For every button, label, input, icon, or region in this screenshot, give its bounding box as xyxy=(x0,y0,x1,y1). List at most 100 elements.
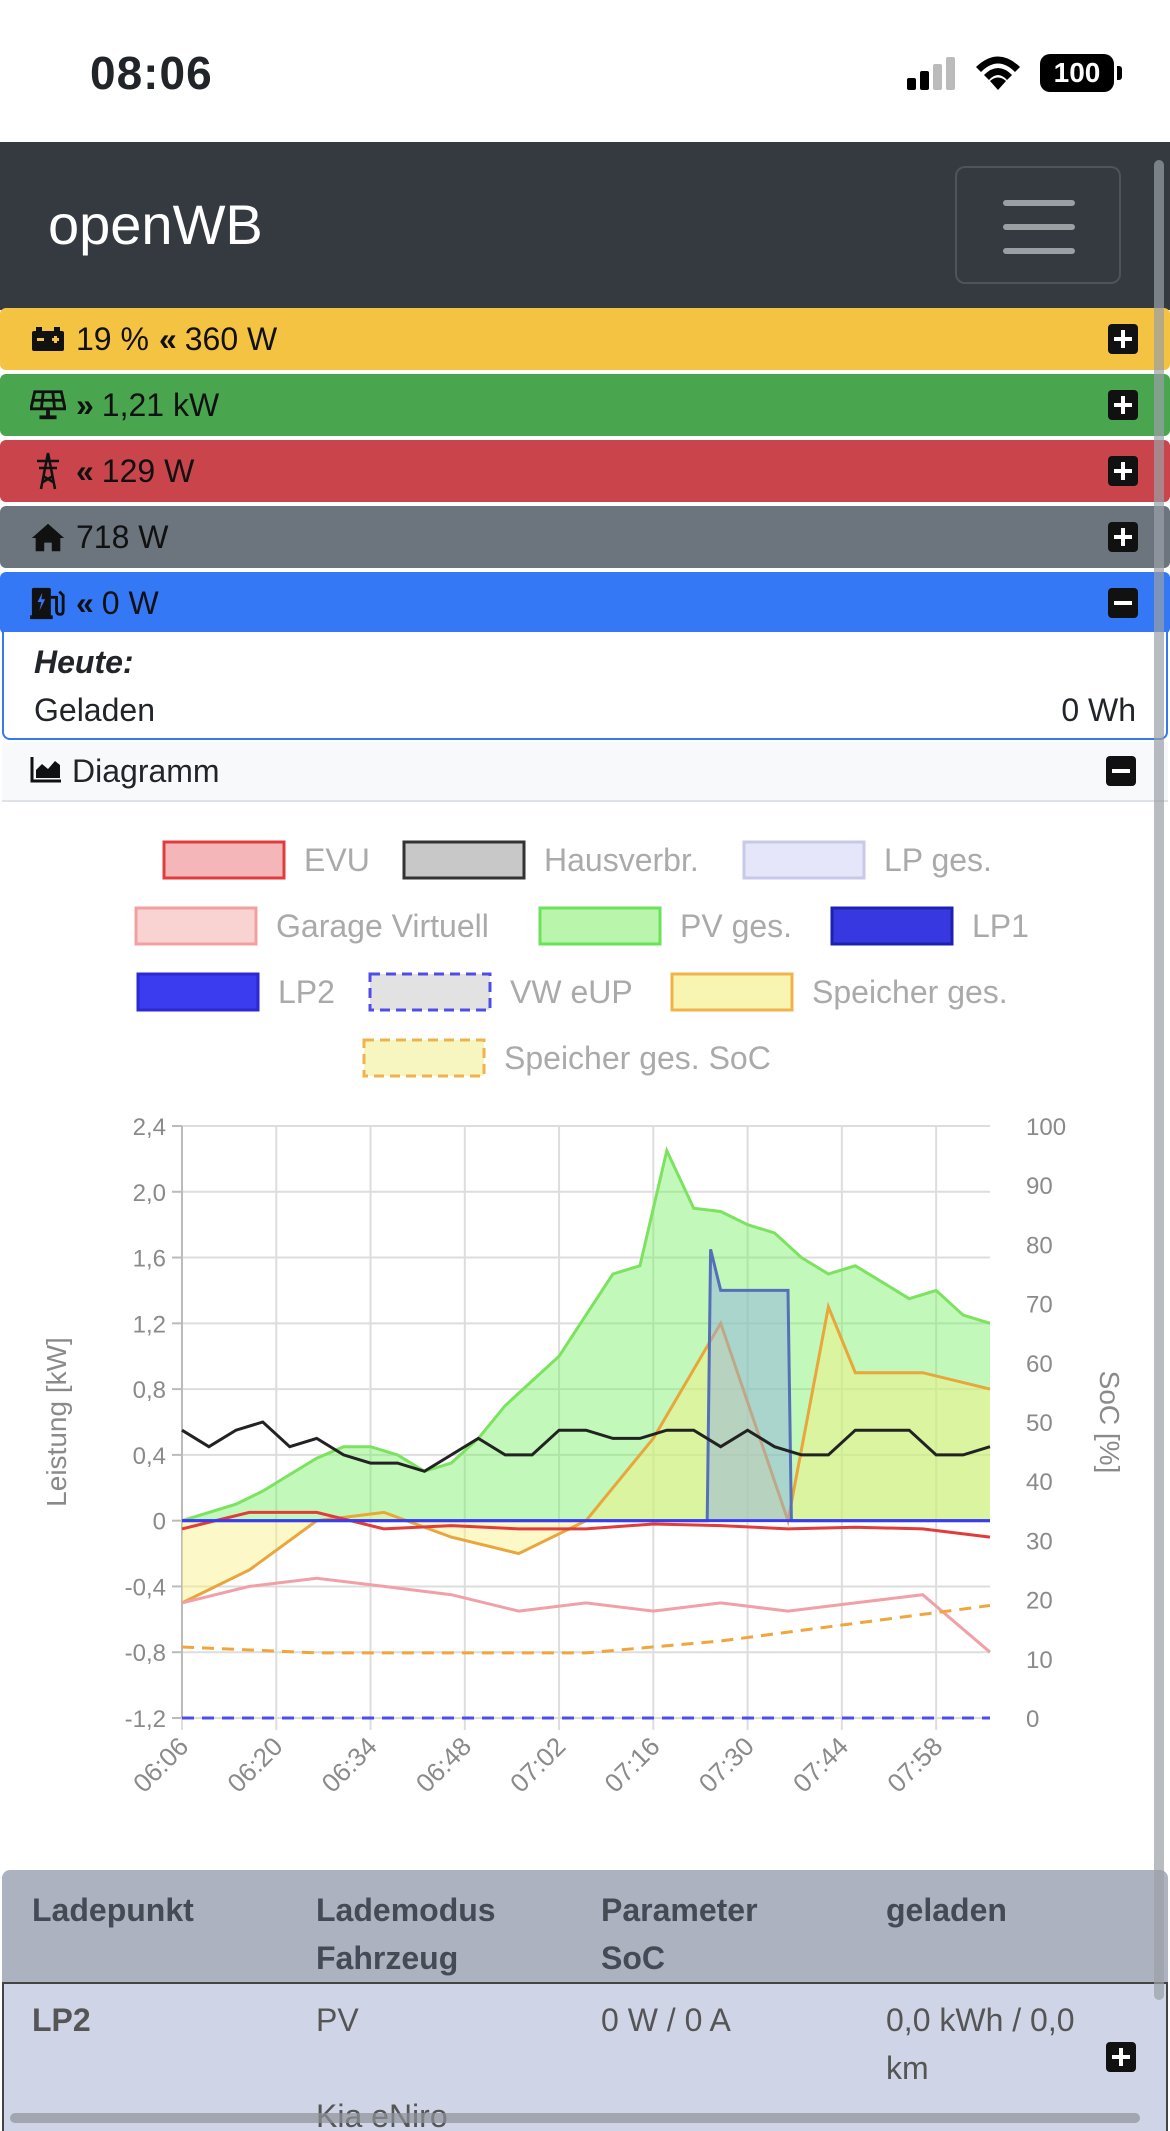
diagram-header[interactable]: Diagramm xyxy=(2,742,1168,802)
legend-label: Speicher ges. xyxy=(812,974,1008,1010)
hamburger-line xyxy=(1003,224,1075,230)
legend-swatch xyxy=(162,840,286,880)
legend-label: PV ges. xyxy=(680,908,792,944)
navbar: openWB xyxy=(0,142,1170,310)
y-tick-label: -1,2 xyxy=(125,1706,166,1733)
legend-label: EVU xyxy=(304,842,370,878)
legend-swatch xyxy=(368,972,492,1012)
today-panel: Heute: Geladen 0 Wh xyxy=(2,632,1168,740)
angles-left-icon: « xyxy=(76,452,94,489)
collapse-minus-icon[interactable] xyxy=(1108,588,1138,618)
expand-plus-icon[interactable] xyxy=(1106,2042,1136,2072)
y2-tick-label: 100 xyxy=(1026,1114,1066,1141)
home-icon xyxy=(30,519,66,555)
chart-area-icon xyxy=(30,755,62,788)
hamburger-icon xyxy=(1003,200,1075,206)
legend-label: VW eUP xyxy=(510,974,633,1010)
series-line xyxy=(181,1576,991,1654)
y-axis-title: Leistung [kW] xyxy=(41,1337,72,1507)
diagram-label: Diagramm xyxy=(72,752,220,789)
x-tick-label: 07:58 xyxy=(881,1731,948,1798)
expand-plus-icon[interactable] xyxy=(1108,324,1138,354)
series-line xyxy=(181,1604,991,1655)
x-tick-label: 06:06 xyxy=(127,1731,194,1798)
legend-label: Garage Virtuell xyxy=(276,908,489,944)
charged-label: Geladen xyxy=(34,692,155,728)
pv-power: 1,21 kW xyxy=(101,386,220,423)
legend-swatch xyxy=(134,906,258,946)
table-row[interactable]: LP2 PV Kia eNiro 0 W / 0 A 0,0 kWh / 0,0… xyxy=(2,1982,1168,2131)
legend-swatch xyxy=(362,1038,486,1078)
hamburger-line xyxy=(1003,248,1075,254)
x-tick-label: 06:20 xyxy=(221,1731,288,1798)
y-tick-label: -0,8 xyxy=(125,1640,166,1667)
y2-axis-title: SoC [%] xyxy=(1094,1371,1125,1474)
angles-left-icon: « xyxy=(158,320,177,357)
header-lademodus: Lademodus Fahrzeug xyxy=(316,1892,496,1976)
car-battery-icon xyxy=(30,321,66,357)
legend-label: LP1 xyxy=(972,908,1029,944)
charged-value: 0 Wh xyxy=(1061,692,1136,728)
legend-swatch xyxy=(538,906,662,946)
legend-label: LP ges. xyxy=(884,842,992,878)
y2-tick-label: 50 xyxy=(1026,1410,1053,1437)
legend-swatch xyxy=(670,972,794,1012)
evu-summary-row[interactable]: « 129 W xyxy=(0,440,1170,502)
x-tick-label: 07:30 xyxy=(693,1731,760,1798)
legend-label: Speicher ges. SoC xyxy=(504,1040,771,1076)
x-tick-label: 06:34 xyxy=(316,1731,383,1798)
cellular-signal-icon xyxy=(907,57,955,90)
y-tick-label: 0,8 xyxy=(133,1377,166,1404)
expand-plus-icon[interactable] xyxy=(1108,456,1138,486)
y2-tick-label: 40 xyxy=(1026,1469,1053,1496)
battery-summary-row[interactable]: 19 % « 360 W xyxy=(0,308,1170,370)
battery-indicator: 100 xyxy=(1040,54,1122,92)
lp-param: 0 W / 0 A xyxy=(601,2002,731,2038)
vertical-scrollbar[interactable] xyxy=(1154,160,1164,2000)
house-power: 718 W xyxy=(76,518,169,555)
collapse-minus-icon[interactable] xyxy=(1106,756,1136,786)
y2-tick-label: 60 xyxy=(1026,1351,1053,1378)
y-tick-label: 2,4 xyxy=(133,1114,166,1141)
power-chart: EVU Hausverbr. LP ges. Garage Virtuell PV ge… xyxy=(0,804,1170,1870)
y-tick-label: 2,0 xyxy=(133,1180,166,1207)
angles-left-icon: « xyxy=(76,584,94,621)
x-tick-label: 07:02 xyxy=(504,1731,571,1798)
house-summary-row[interactable]: 718 W xyxy=(0,506,1170,568)
y-tick-label: 1,6 xyxy=(133,1246,166,1273)
y2-tick-label: 10 xyxy=(1026,1647,1053,1674)
series-line xyxy=(181,1146,991,1523)
chargepoint-table-header: Ladepunkt Lademodus Fahrzeug Parameter SoC… xyxy=(2,1870,1168,1982)
y2-tick-label: 20 xyxy=(1026,1588,1053,1615)
today-title: Heute: xyxy=(34,644,134,680)
y-tick-label: 0 xyxy=(153,1509,166,1536)
y2-tick-label: 90 xyxy=(1026,1173,1053,1200)
y2-tick-label: 70 xyxy=(1026,1292,1053,1319)
legend-swatch xyxy=(136,972,260,1012)
menu-toggle-button[interactable] xyxy=(955,166,1121,284)
wifi-icon xyxy=(976,56,1020,90)
chargepoints-summary-row[interactable]: « 0 W xyxy=(0,572,1170,634)
header-geladen: geladen xyxy=(886,1892,1007,1928)
series-area xyxy=(182,1150,990,1521)
series-line xyxy=(181,1420,991,1473)
legend-swatch xyxy=(402,840,526,880)
battery-power: 360 W xyxy=(184,320,278,357)
lp-mode: PV xyxy=(316,2002,359,2038)
expand-plus-icon[interactable] xyxy=(1108,522,1138,552)
charging-station-icon xyxy=(30,585,66,621)
evu-power: 129 W xyxy=(101,452,195,489)
expand-plus-icon[interactable] xyxy=(1108,390,1138,420)
horizontal-scrollbar[interactable] xyxy=(10,2113,1140,2123)
y-tick-label: 0,4 xyxy=(133,1443,166,1470)
solar-panel-icon xyxy=(30,387,66,423)
legend-swatch xyxy=(742,840,866,880)
pv-summary-row[interactable]: » 1,21 kW xyxy=(0,374,1170,436)
series-line xyxy=(181,1510,991,1539)
y-tick-label: -0,4 xyxy=(125,1574,166,1601)
x-tick-label: 07:44 xyxy=(787,1731,854,1798)
brand-logo-text[interactable]: openWB xyxy=(48,193,263,256)
x-tick-label: 06:48 xyxy=(410,1731,477,1798)
legend-label: Hausverbr. xyxy=(544,842,699,878)
y2-tick-label: 0 xyxy=(1026,1706,1039,1733)
